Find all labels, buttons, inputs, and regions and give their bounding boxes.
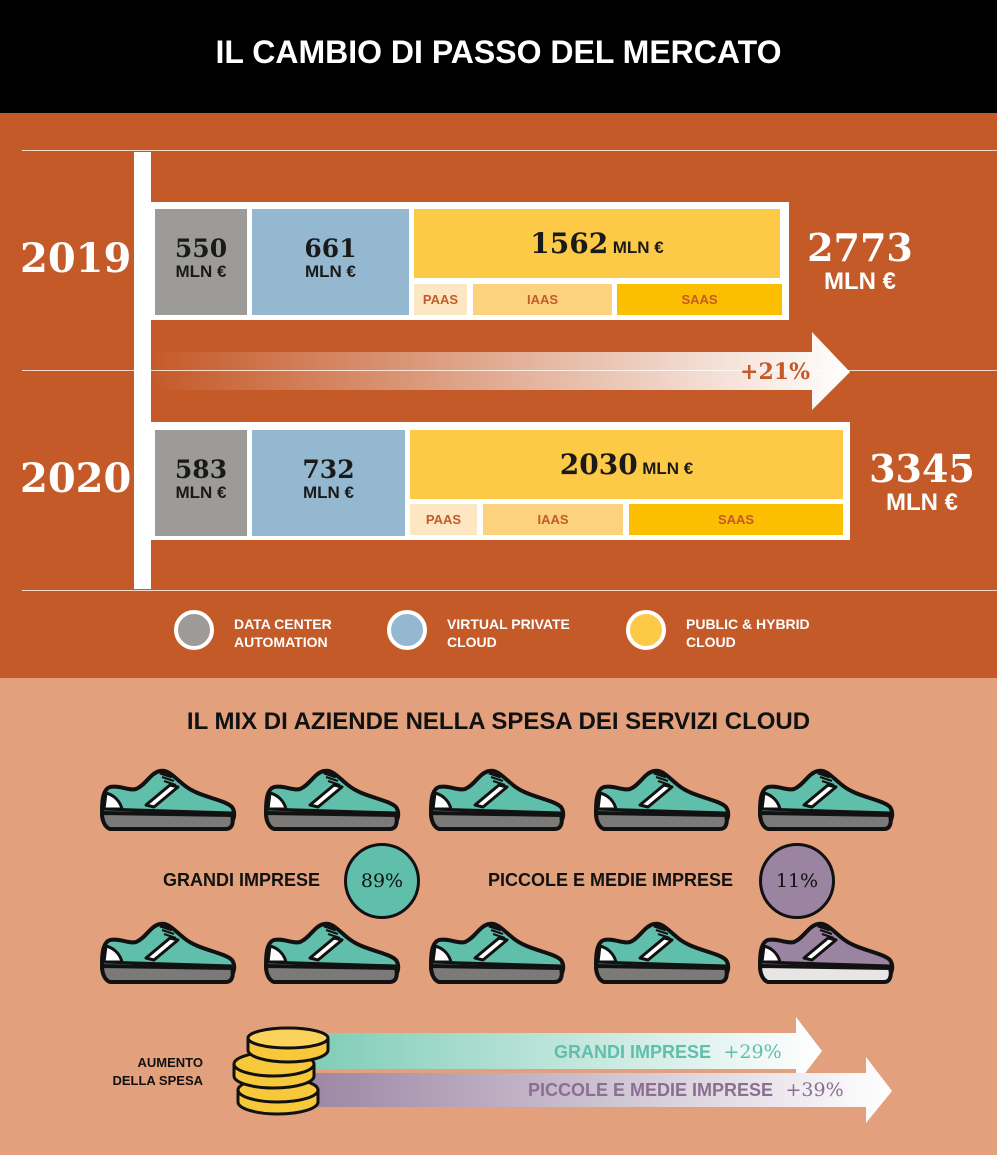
bar-2020-public-hybrid: 2030 MLN €: [410, 430, 843, 499]
large-companies-pct: 89%: [344, 843, 420, 919]
total-value: 2773: [807, 225, 913, 270]
total-2019: 2773 MLN €: [800, 228, 920, 296]
divider-line: [22, 150, 997, 151]
value-label: 732: [302, 455, 355, 484]
segment-paas: PAAS: [410, 504, 477, 535]
legend-swatch-data-center: [174, 610, 214, 650]
total-unit: MLN €: [824, 268, 896, 295]
spending-arrows-icon: [300, 1017, 892, 1123]
sneaker-icon-purple: [756, 920, 896, 986]
axis-bar: [134, 152, 151, 589]
sneaker-icon: [427, 767, 567, 833]
spending-large-label: GRANDI IMPRESE: [554, 1042, 712, 1062]
bar-2020-data-center: 583 MLN €: [155, 430, 247, 536]
mix-title: IL MIX DI AZIENDE NELLA SPESA DEI SERVIZ…: [186, 708, 811, 735]
coins-icon: [232, 1026, 330, 1116]
spending-label-line: DELLA SPESA: [112, 1073, 203, 1088]
total-value: 3345: [869, 446, 975, 491]
small-companies-label: PICCOLE E MEDIE IMPRESE: [488, 870, 734, 890]
spending-label: AUMENTO DELLA SPESA: [100, 1054, 203, 1090]
sneaker-icon: [262, 920, 402, 986]
spending-small-pct: +39%: [785, 1079, 844, 1101]
sneaker-icon: [592, 767, 732, 833]
sneaker-icon: [592, 920, 732, 986]
large-companies-label: GRANDI IMPRESE: [163, 870, 321, 890]
value-label: 1562: [530, 227, 609, 260]
growth-arrow-icon: [152, 332, 850, 410]
legend-swatch-virtual-private: [387, 610, 427, 650]
segment-iaas: IAAS: [483, 504, 623, 535]
unit-label: MLN €: [642, 459, 694, 478]
spending-small-label: PICCOLE E MEDIE IMPRESE: [528, 1080, 774, 1100]
sneaker-icon: [98, 767, 238, 833]
bar-2020-virtual-private: 732 MLN €: [252, 430, 405, 536]
value-label: 583: [174, 455, 228, 484]
sneaker-icon: [98, 920, 238, 986]
unit-label: MLN €: [175, 483, 227, 502]
bar-2019-data-center: 550 MLN €: [155, 209, 247, 315]
spending-label-line: AUMENTO: [137, 1055, 203, 1070]
growth-label: +21%: [740, 359, 810, 385]
segment-saas: SAAS: [617, 284, 782, 315]
legend-line: CLOUD: [447, 634, 497, 650]
total-unit: MLN €: [886, 489, 958, 516]
value-label: 550: [174, 234, 228, 263]
header-bar: [0, 0, 997, 113]
unit-label: MLN €: [175, 262, 227, 281]
sneaker-icon: [756, 767, 896, 833]
legend-line: CLOUD: [686, 634, 736, 650]
small-companies-pct: 11%: [759, 843, 835, 919]
segment-paas: PAAS: [414, 284, 467, 315]
legend-line: AUTOMATION: [234, 634, 328, 650]
legend-line: VIRTUAL PRIVATE: [447, 616, 570, 632]
total-2020: 3345 MLN €: [862, 449, 982, 517]
year-2020-label: 2020: [20, 455, 132, 502]
segment-saas: SAAS: [629, 504, 843, 535]
unit-label: MLN €: [305, 262, 356, 281]
legend-line: DATA CENTER: [234, 616, 332, 632]
bar-2019-public-hybrid: 1562 MLN €: [414, 209, 780, 278]
value-label: 2030: [559, 448, 638, 481]
unit-label: MLN €: [303, 483, 354, 502]
sneaker-icon: [427, 920, 567, 986]
spending-large-pct: +29%: [723, 1041, 782, 1063]
value-label: 661: [304, 234, 357, 263]
legend-public-hybrid: PUBLIC & HYBRID CLOUD: [686, 615, 810, 651]
unit-label: MLN €: [612, 238, 664, 257]
legend-data-center: DATA CENTER AUTOMATION: [234, 615, 332, 651]
legend-line: PUBLIC & HYBRID: [686, 616, 810, 632]
divider-line: [22, 590, 997, 591]
legend-virtual-private: VIRTUAL PRIVATE CLOUD: [447, 615, 570, 651]
year-2019-label: 2019: [20, 235, 132, 282]
sneaker-icon: [262, 767, 402, 833]
page-title: IL CAMBIO DI PASSO DEL MERCATO: [215, 34, 782, 70]
segment-iaas: IAAS: [473, 284, 612, 315]
spending-large: GRANDI IMPRESE +29%: [554, 1041, 782, 1063]
legend-swatch-public-hybrid: [626, 610, 666, 650]
bar-2019-virtual-private: 661 MLN €: [252, 209, 409, 315]
spending-small: PICCOLE E MEDIE IMPRESE +39%: [528, 1079, 844, 1101]
